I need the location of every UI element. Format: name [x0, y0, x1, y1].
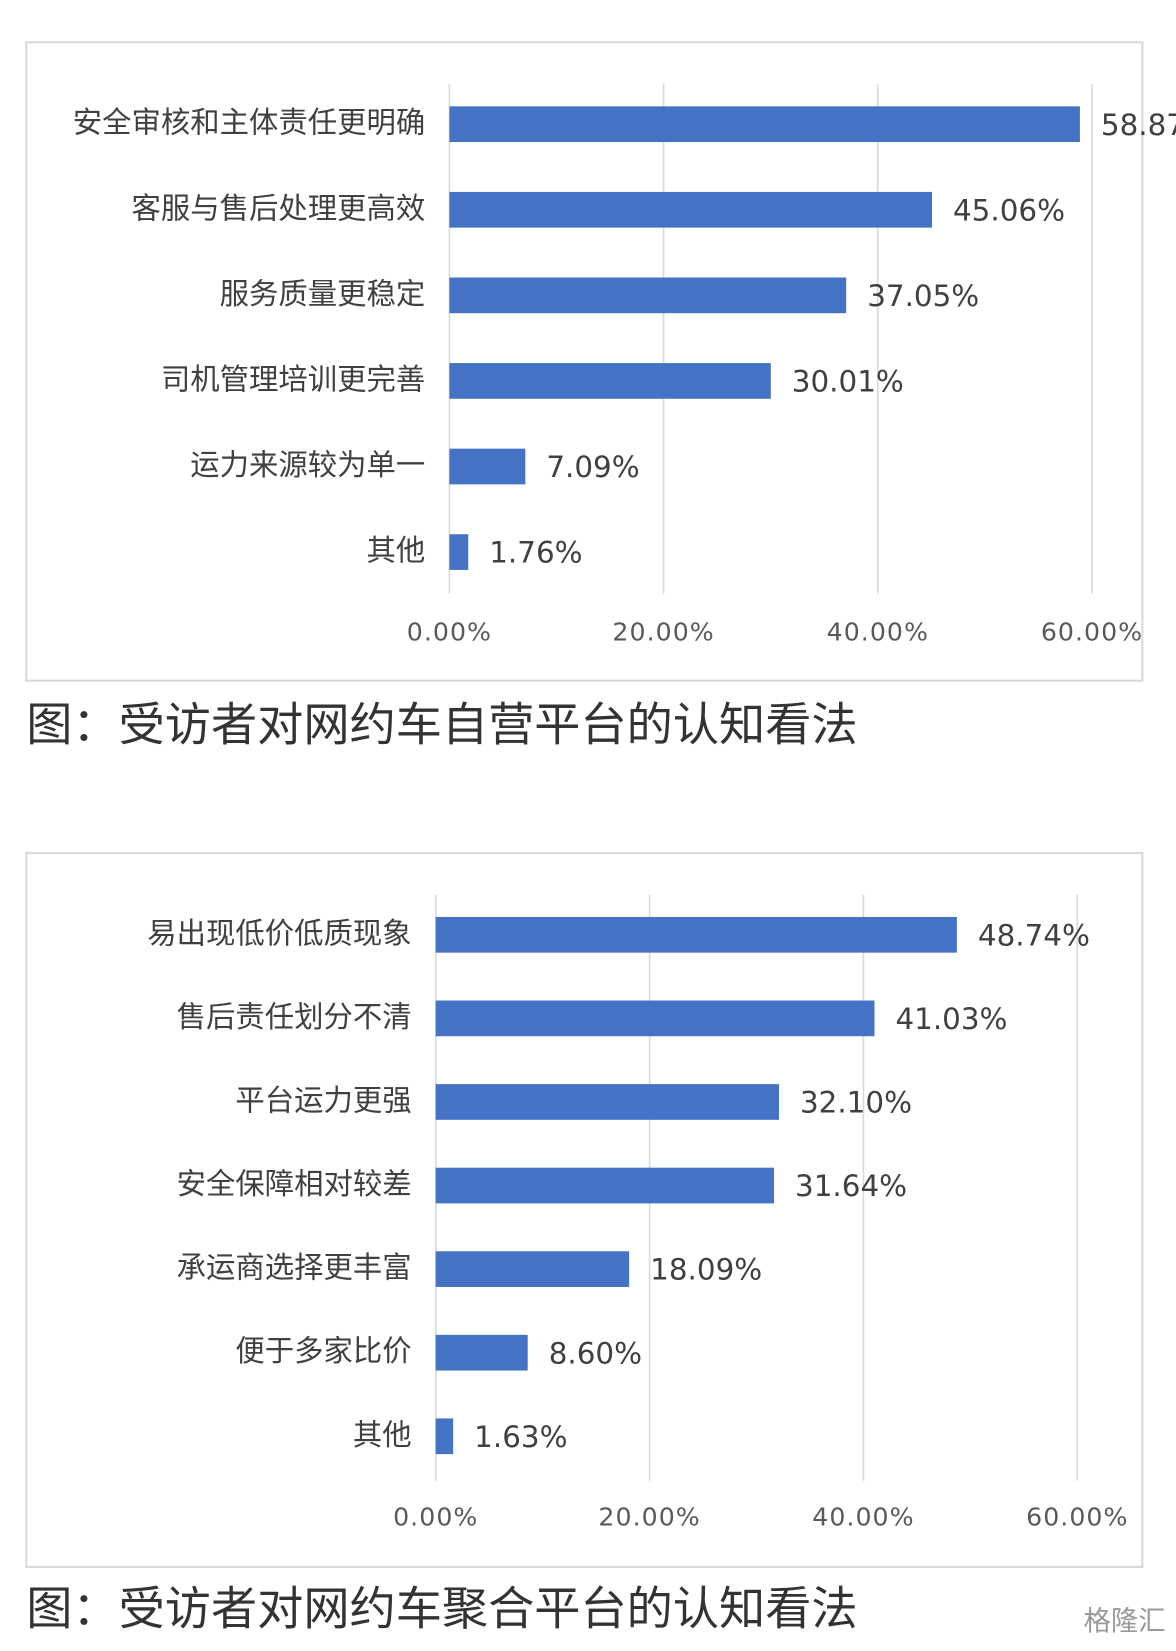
chart-frame: [25, 851, 1144, 1568]
bar: [435, 1167, 775, 1204]
category-label: 司机管理培训更完善: [161, 362, 425, 396]
data-label: 31.64%: [795, 1169, 907, 1203]
data-label: 30.01%: [792, 365, 904, 399]
x-tick-label: 60.00%: [1041, 617, 1143, 646]
data-label: 18.09%: [650, 1253, 762, 1287]
chart-frame: [25, 41, 1144, 682]
category-label: 易出现低价低质现象: [147, 916, 411, 950]
x-tick-label: 20.00%: [598, 1503, 700, 1532]
category-label: 安全保障相对较差: [177, 1167, 412, 1201]
x-tick-label: 0.00%: [407, 617, 492, 646]
x-tick-label: 40.00%: [812, 1503, 914, 1532]
x-tick-label: 20.00%: [612, 617, 714, 646]
data-label: 48.74%: [978, 918, 1090, 952]
bar: [435, 1084, 779, 1120]
category-label: 平台运力更强: [235, 1083, 411, 1117]
chart-caption: 图：受访者对网约车自营平台的认知看法: [26, 697, 857, 751]
x-tick-label: 60.00%: [1026, 1503, 1128, 1532]
category-label: 其他: [366, 534, 425, 568]
category-label: 承运商选择更丰富: [177, 1251, 412, 1285]
bar: [435, 1251, 630, 1287]
chart-caption: 图：受访者对网约车聚合平台的认知看法: [26, 1582, 857, 1636]
bar: [449, 363, 771, 399]
data-label: 32.10%: [800, 1086, 912, 1120]
bar: [435, 1418, 454, 1455]
data-label: 7.09%: [546, 450, 639, 484]
bar: [449, 448, 526, 485]
bar: [449, 277, 847, 314]
bar: [449, 534, 469, 570]
category-label: 售后责任划分不清: [177, 1000, 412, 1034]
data-label: 1.76%: [489, 536, 582, 570]
data-label: 41.03%: [895, 1002, 1007, 1036]
category-label: 便于多家比价: [235, 1334, 411, 1368]
category-label: 客服与售后处理更高效: [131, 191, 425, 225]
category-label: 服务质量更稳定: [220, 277, 426, 311]
data-label: 58.87%: [1101, 108, 1176, 142]
data-label: 1.63%: [474, 1420, 567, 1454]
bar: [435, 1000, 875, 1037]
category-label: 其他: [353, 1418, 412, 1452]
bar: [449, 106, 1080, 143]
x-tick-label: 0.00%: [393, 1503, 478, 1532]
category-label: 运力来源较为单一: [190, 448, 425, 482]
bar: [435, 916, 957, 953]
watermark: 格隆汇: [1084, 1606, 1166, 1637]
bar: [449, 191, 932, 228]
data-label: 8.60%: [549, 1336, 642, 1370]
data-label: 45.06%: [953, 193, 1065, 227]
data-label: 37.05%: [867, 279, 979, 313]
bar: [435, 1334, 528, 1371]
x-tick-label: 40.00%: [827, 617, 929, 646]
category-label: 安全审核和主体责任更明确: [73, 106, 426, 140]
